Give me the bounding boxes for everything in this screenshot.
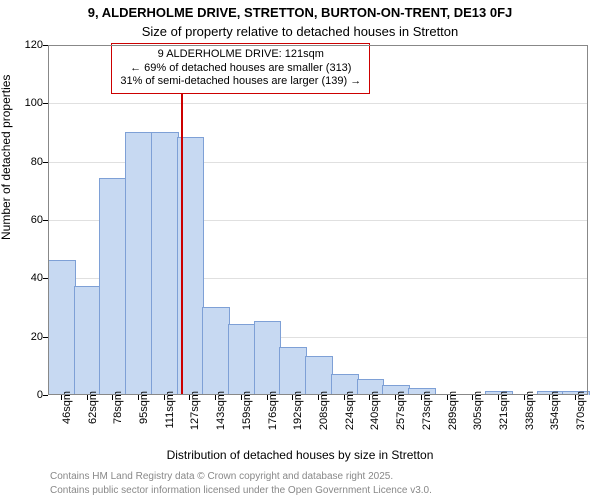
x-tick-label: 370sqm [575,391,587,430]
x-tick-label: 321sqm [498,391,510,430]
plot-area: 02040608010012046sqm62sqm78sqm95sqm111sq… [48,45,588,395]
bar [202,307,230,396]
y-tick-mark [43,395,48,396]
x-tick-label: 127sqm [189,391,201,430]
y-tick-mark [43,103,48,104]
callout-line-0: ← 69% of detached houses are smaller (31… [120,62,361,76]
chart-title-line2: Size of property relative to detached ho… [0,24,600,39]
reference-line [181,45,183,395]
x-axis-label: Distribution of detached houses by size … [0,448,600,462]
footer-line-2: Contains public sector information licen… [50,485,432,496]
x-tick-label: 208sqm [318,391,330,430]
bar [254,321,282,395]
chart-title-line1: 9, ALDERHOLME DRIVE, STRETTON, BURTON-ON… [0,5,600,20]
y-tick-mark [43,45,48,46]
y-tick-label: 80 [13,156,43,168]
y-tick-mark [43,162,48,163]
y-tick-mark [43,220,48,221]
x-tick-label: 46sqm [61,391,73,424]
x-tick-label: 305sqm [472,391,484,430]
callout-line-1: 31% of semi-detached houses are larger (… [120,75,361,89]
x-tick-label: 176sqm [267,391,279,430]
bar [125,132,153,396]
x-tick-label: 62sqm [87,391,99,424]
x-tick-label: 257sqm [395,391,407,430]
bar [279,347,307,395]
x-tick-label: 78sqm [112,391,124,424]
x-tick-label: 273sqm [421,391,433,430]
bar [151,132,179,396]
footer-line-1: Contains HM Land Registry data © Crown c… [50,471,393,482]
y-tick-label: 120 [13,39,43,51]
x-tick-label: 338sqm [524,391,536,430]
x-tick-label: 192sqm [292,391,304,430]
x-tick-label: 143sqm [215,391,227,430]
y-tick-label: 20 [13,331,43,343]
x-tick-label: 289sqm [447,391,459,430]
x-tick-label: 159sqm [241,391,253,430]
x-tick-label: 240sqm [369,391,381,430]
y-axis-label: Number of detached properties [0,75,13,240]
y-tick-label: 60 [13,214,43,226]
gridline [48,103,588,104]
y-tick-label: 100 [13,97,43,109]
chart-root: 9, ALDERHOLME DRIVE, STRETTON, BURTON-ON… [0,0,600,500]
x-tick-label: 224sqm [344,391,356,430]
x-tick-label: 354sqm [549,391,561,430]
bar [99,178,127,395]
bar [228,324,256,395]
x-tick-label: 95sqm [138,391,150,424]
y-tick-label: 40 [13,272,43,284]
bar [48,260,76,395]
bar [305,356,333,395]
y-tick-label: 0 [13,389,43,401]
x-tick-label: 111sqm [164,391,176,429]
callout-box: 9 ALDERHOLME DRIVE: 121sqm← 69% of detac… [111,43,370,94]
bar [74,286,102,395]
callout-title: 9 ALDERHOLME DRIVE: 121sqm [120,48,361,62]
